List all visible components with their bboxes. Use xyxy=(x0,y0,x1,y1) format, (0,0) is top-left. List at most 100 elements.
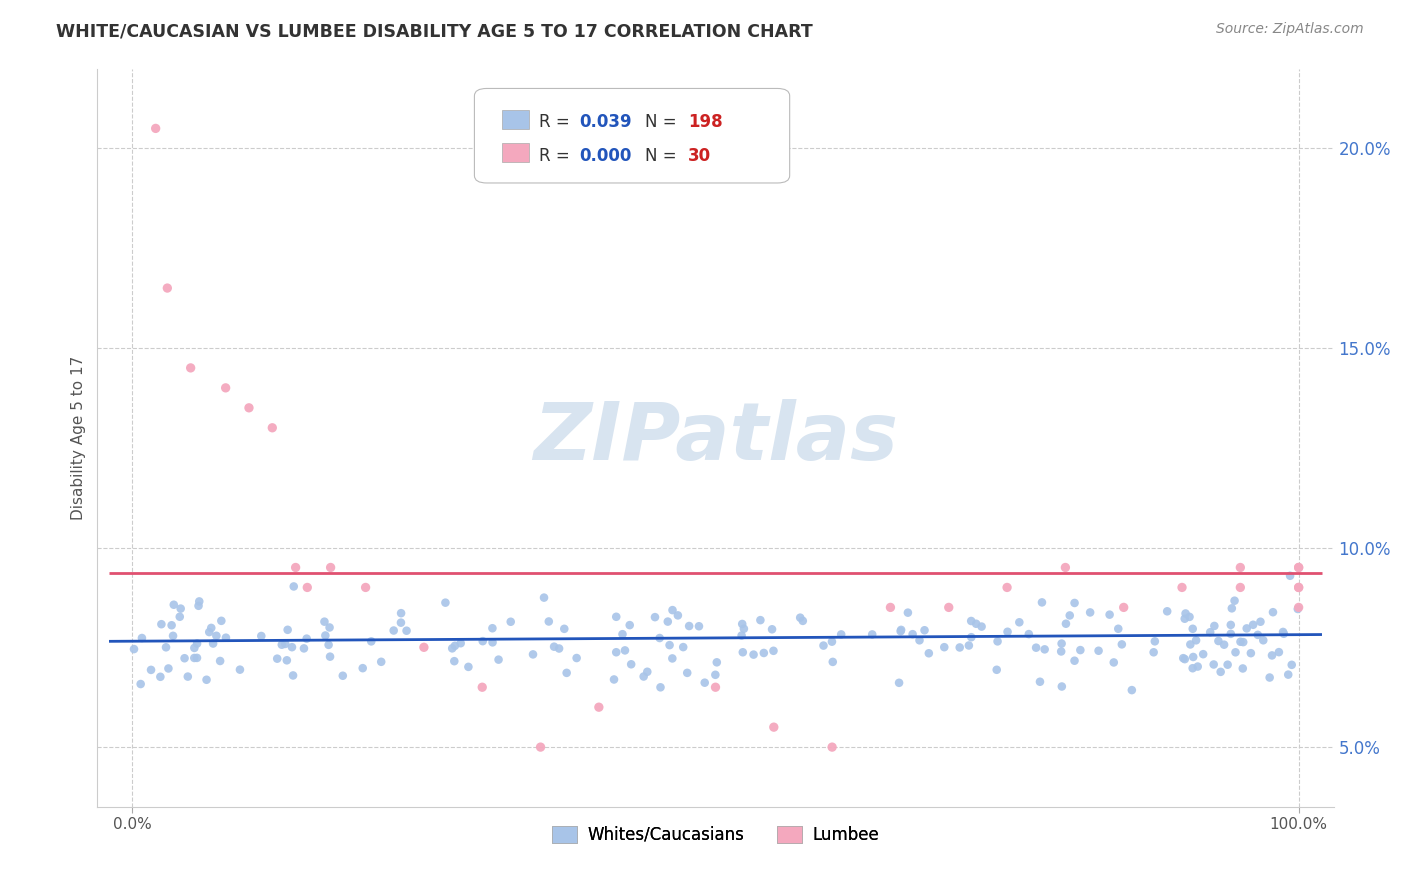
Point xyxy=(672,640,695,654)
Point xyxy=(284,560,307,574)
Point xyxy=(318,620,340,634)
Point xyxy=(200,621,222,635)
Point xyxy=(1185,633,1208,648)
Point xyxy=(661,651,683,665)
Point xyxy=(1029,674,1052,689)
Point xyxy=(186,651,208,665)
Point xyxy=(1050,680,1073,694)
Text: 0.000: 0.000 xyxy=(579,146,631,165)
Point xyxy=(821,634,844,648)
Point xyxy=(160,618,183,632)
Point xyxy=(1180,637,1202,651)
Point xyxy=(281,668,304,682)
Point xyxy=(481,635,503,649)
Point xyxy=(1229,581,1251,595)
Point xyxy=(830,627,852,641)
Point xyxy=(1219,627,1241,641)
Point xyxy=(434,596,457,610)
Point xyxy=(918,646,941,660)
Legend: Whites/Caucasians, Lumbee: Whites/Caucasians, Lumbee xyxy=(546,819,886,850)
Point xyxy=(987,634,1010,648)
Point xyxy=(1268,645,1291,659)
Point xyxy=(1213,638,1236,652)
Text: N =: N = xyxy=(645,146,682,165)
Point xyxy=(1216,657,1239,672)
Point xyxy=(761,622,783,636)
Point xyxy=(139,663,162,677)
Point xyxy=(238,401,260,415)
Point xyxy=(1173,651,1195,665)
Point xyxy=(1174,652,1197,666)
Point xyxy=(1279,568,1302,582)
Point xyxy=(1272,626,1295,640)
Point xyxy=(548,641,571,656)
Point xyxy=(1054,560,1077,574)
Point xyxy=(1174,607,1197,621)
Point xyxy=(202,636,225,650)
Point xyxy=(1143,634,1166,648)
Point xyxy=(960,614,983,628)
Point xyxy=(173,651,195,665)
Point xyxy=(1288,581,1310,595)
Point xyxy=(522,648,544,662)
Point xyxy=(205,629,228,643)
Text: R =: R = xyxy=(538,113,575,131)
Point xyxy=(319,560,342,574)
Point xyxy=(129,677,152,691)
Point xyxy=(553,622,575,636)
Point xyxy=(283,579,305,593)
Point xyxy=(457,660,479,674)
Point xyxy=(155,640,177,655)
Point xyxy=(314,628,336,642)
Point xyxy=(1272,624,1295,639)
Point xyxy=(730,628,752,642)
Point xyxy=(1178,610,1201,624)
Point xyxy=(644,610,666,624)
Point xyxy=(413,640,436,655)
Point xyxy=(382,624,405,638)
Point xyxy=(180,360,202,375)
Point xyxy=(565,651,588,665)
Point xyxy=(214,381,236,395)
Point xyxy=(1143,645,1166,659)
Point xyxy=(319,649,342,664)
Point xyxy=(813,639,835,653)
Point xyxy=(619,618,641,632)
Point xyxy=(949,640,972,655)
Point xyxy=(1008,615,1031,630)
Point xyxy=(188,594,211,608)
Point xyxy=(1112,600,1135,615)
Point xyxy=(648,631,671,645)
Point xyxy=(352,661,374,675)
Point xyxy=(1156,604,1178,618)
Point xyxy=(277,623,299,637)
Point xyxy=(1174,612,1197,626)
Point xyxy=(187,599,209,613)
Point xyxy=(488,653,510,667)
Point xyxy=(890,623,912,637)
Point xyxy=(1261,605,1284,619)
Point xyxy=(1187,659,1209,673)
Point xyxy=(555,665,578,680)
Point xyxy=(731,617,754,632)
Point xyxy=(270,638,292,652)
Point xyxy=(887,675,910,690)
Point xyxy=(1204,619,1226,633)
Point xyxy=(1087,644,1109,658)
Point xyxy=(860,627,883,641)
Point xyxy=(183,640,205,655)
Point xyxy=(537,615,560,629)
Point xyxy=(1192,647,1215,661)
Point xyxy=(1286,602,1309,616)
Point xyxy=(543,640,565,654)
Point xyxy=(1069,643,1091,657)
Point xyxy=(1288,600,1310,615)
Point xyxy=(389,615,412,630)
Point xyxy=(1251,633,1274,648)
Point xyxy=(131,631,153,645)
Point xyxy=(360,634,382,648)
Point xyxy=(262,421,284,435)
Point xyxy=(157,661,180,675)
Point xyxy=(957,639,980,653)
Point xyxy=(1181,661,1204,675)
